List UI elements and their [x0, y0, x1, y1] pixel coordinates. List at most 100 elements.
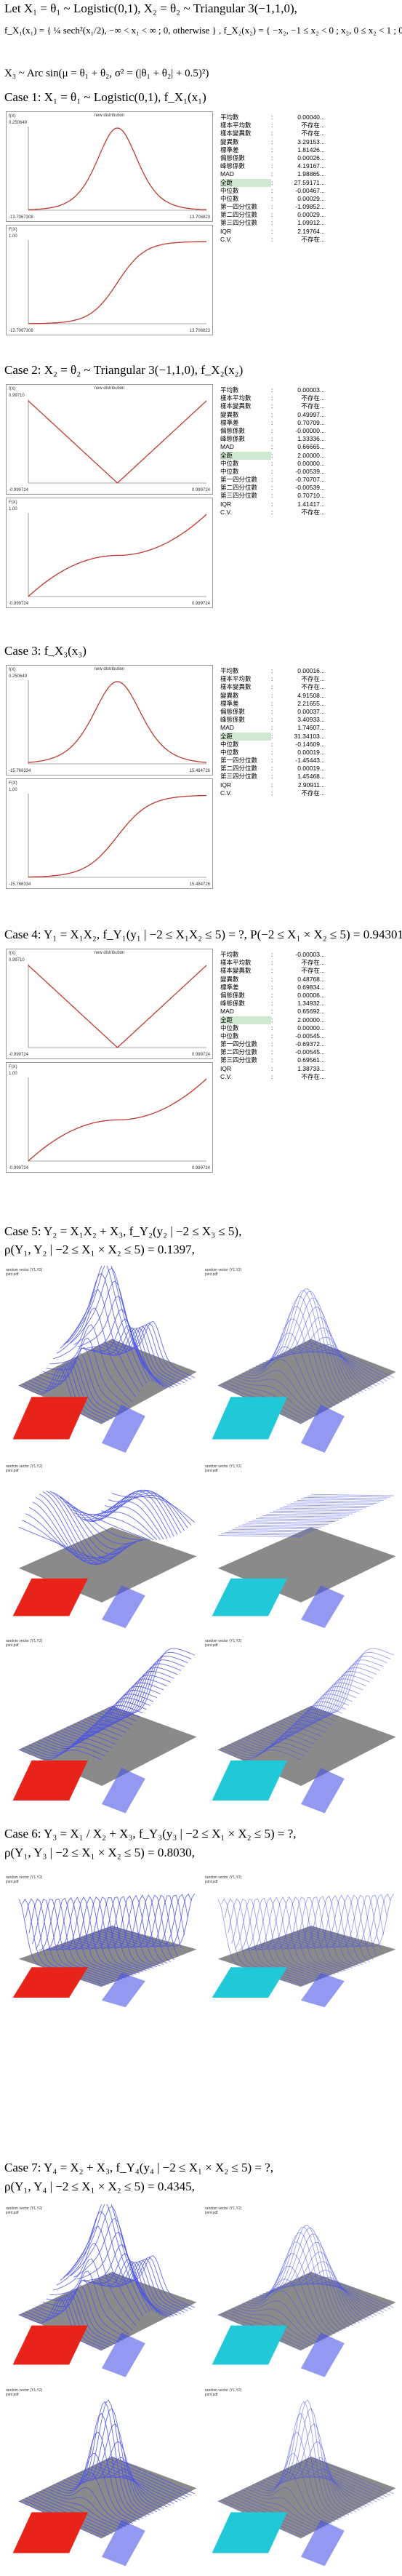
- stat-colon: :: [271, 113, 273, 121]
- surface-line: [56, 1494, 140, 1550]
- stat-value: 不存在...: [301, 235, 325, 243]
- stat-value: 4.19167...: [297, 162, 325, 170]
- stat-name: 全距: [220, 178, 271, 187]
- stat-value: -0.00003...: [295, 951, 325, 958]
- stat-colon: :: [271, 451, 273, 459]
- stat-value: 1.34932...: [297, 1000, 325, 1008]
- stat-colon: :: [271, 153, 273, 162]
- stat-name: 中位數: [220, 740, 239, 748]
- stat-row: 變異數: 0.49997...: [220, 411, 395, 419]
- surface-line: [91, 2261, 174, 2317]
- case-title: Case 2: X₂ = θ₂ ~ Triangular 3(−1,1,0), …: [4, 363, 244, 377]
- axis-line: [28, 513, 206, 597]
- surface-line: [77, 1895, 161, 1966]
- case7-line-2: ρ(Y₁, Y₄ | −2 ≤ X₁ × X₂ ≤ 5) = 0.4345,: [4, 2180, 195, 2193]
- stat-colon: :: [271, 386, 273, 394]
- stat-colon: :: [271, 959, 273, 967]
- surface-svg: [212, 1288, 396, 1454]
- surface-line: [307, 1495, 391, 1498]
- stat-name: C.V.: [220, 508, 232, 516]
- plot-title: new distribution: [94, 951, 125, 955]
- surface-svg: [12, 1266, 197, 1454]
- stat-row: 峰態係數: 3.40933...: [220, 716, 395, 724]
- stat-value: 27.59171...: [294, 178, 325, 186]
- y-axis-label: F(X): [9, 1065, 17, 1069]
- stat-colon: :: [271, 435, 273, 443]
- surface-caption: random vector (Y1,Y2) joint pdf: [6, 1268, 43, 1277]
- stat-colon: :: [271, 203, 273, 211]
- stat-name: 平均數: [220, 113, 239, 121]
- statistics-table: 平均數: -0.00003... 樣本平均數: 不存在... 樣本變異數: 不存在... 變…: [220, 951, 395, 1081]
- pdf-curve: [28, 127, 207, 210]
- surface-line: [307, 1893, 391, 1947]
- surface-line: [108, 1494, 192, 1526]
- stat-colon: :: [271, 1024, 273, 1032]
- stat-value: 1.81426...: [297, 145, 325, 153]
- joint-pdf-surface: random vector (Y1,Y2) joint pdf: [202, 2204, 400, 2382]
- surface-line: [42, 2489, 126, 2527]
- plot-title: new distribution: [94, 667, 125, 671]
- joint-pdf-surface: random vector (Y1,Y2) joint pdf: [3, 2386, 201, 2572]
- surface-line: [307, 2457, 391, 2496]
- stat-row: 平均數: 0.00003...: [220, 386, 395, 394]
- pdf-plot: new distribution f(X) 0.99710 -0.999724 0.99…: [6, 384, 213, 495]
- stat-value: 0.00003...: [297, 386, 325, 394]
- stat-name: 標準差: [220, 699, 239, 707]
- surface-line: [63, 2204, 147, 2313]
- surface-line: [225, 1531, 308, 1534]
- y-axis-label: f(X): [9, 114, 16, 119]
- plot-title: new distribution: [94, 386, 125, 391]
- stat-value: -0.69372...: [295, 1040, 325, 1048]
- stat-name: 中位數: [220, 1032, 239, 1040]
- surface-line: [101, 1659, 185, 1718]
- stat-name: C.V.: [220, 789, 232, 797]
- stat-value: 4.91508...: [297, 691, 325, 699]
- surface-line: [300, 1498, 384, 1501]
- surface-line: [87, 1894, 171, 1962]
- intro-line-1: Let X₁ = θ₁ ~ Logistic(0,1), X₂ = θ₂ ~ T…: [4, 1, 297, 15]
- surface-line: [81, 2244, 164, 2317]
- stat-colon: :: [271, 394, 273, 402]
- contour-inset: [212, 2512, 287, 2553]
- stat-colon: :: [271, 951, 273, 958]
- joint-pdf-surface: random vector (Y1,Y2) joint pdf: [3, 1873, 201, 2011]
- stat-row: 中位數: 0.00000...: [220, 460, 395, 468]
- axis-line: [28, 964, 206, 1048]
- stat-colon: :: [271, 667, 273, 674]
- surface-line: [262, 1515, 346, 1518]
- surface-line: [280, 1507, 363, 1510]
- surface-line: [269, 2228, 353, 2326]
- surface-line: [276, 1895, 360, 1966]
- surface-svg: [212, 2225, 396, 2377]
- case-title: Case 3: f_X₃(x₃): [4, 644, 87, 658]
- x-max-label: 0.999724: [191, 602, 210, 606]
- surface-line: [77, 1686, 161, 1730]
- surface-line: [66, 1897, 150, 1970]
- surface-line: [269, 1291, 353, 1397]
- surface-line: [108, 1651, 192, 1715]
- surface-line: [66, 2204, 150, 2312]
- stat-name: 中位數: [220, 194, 239, 202]
- stat-value: 不存在...: [301, 402, 325, 410]
- stat-colon: :: [271, 724, 273, 732]
- surface-line: [252, 1896, 336, 1975]
- stat-value: 0.00000...: [297, 459, 325, 467]
- x-max-label: 0.999724: [191, 488, 210, 493]
- stat-value: -0.00467...: [295, 186, 325, 194]
- stat-row: 峰態係數: 4.19167...: [220, 162, 395, 170]
- surface-line: [104, 1656, 188, 1717]
- stat-name: C.V.: [220, 235, 232, 243]
- pdf-plot: new distribution f(X) 0.99710 -0.999724 0.99…: [6, 949, 213, 1059]
- stat-name: 第三四分位數: [220, 492, 258, 500]
- surface-line: [36, 1899, 119, 1981]
- surface-caption: random vector (Y1,Y2) joint pdf: [6, 1464, 43, 1473]
- stat-colon: :: [271, 178, 273, 186]
- pdf-curve: [28, 400, 207, 484]
- surface-line: [235, 1731, 318, 1751]
- stat-row: 第二四分位數: 0.00019...: [220, 765, 395, 773]
- stat-row: 標準差: 0.69834...: [220, 984, 395, 992]
- case5-line-1: Case 5: Y₂ = X₁X₂ + X₃, f_Y₂(y₂ | −2 ≤ X…: [4, 1224, 242, 1238]
- stat-name: MAD: [220, 170, 234, 178]
- surface-line: [290, 2466, 374, 2504]
- stat-value: 0.48768...: [297, 975, 325, 983]
